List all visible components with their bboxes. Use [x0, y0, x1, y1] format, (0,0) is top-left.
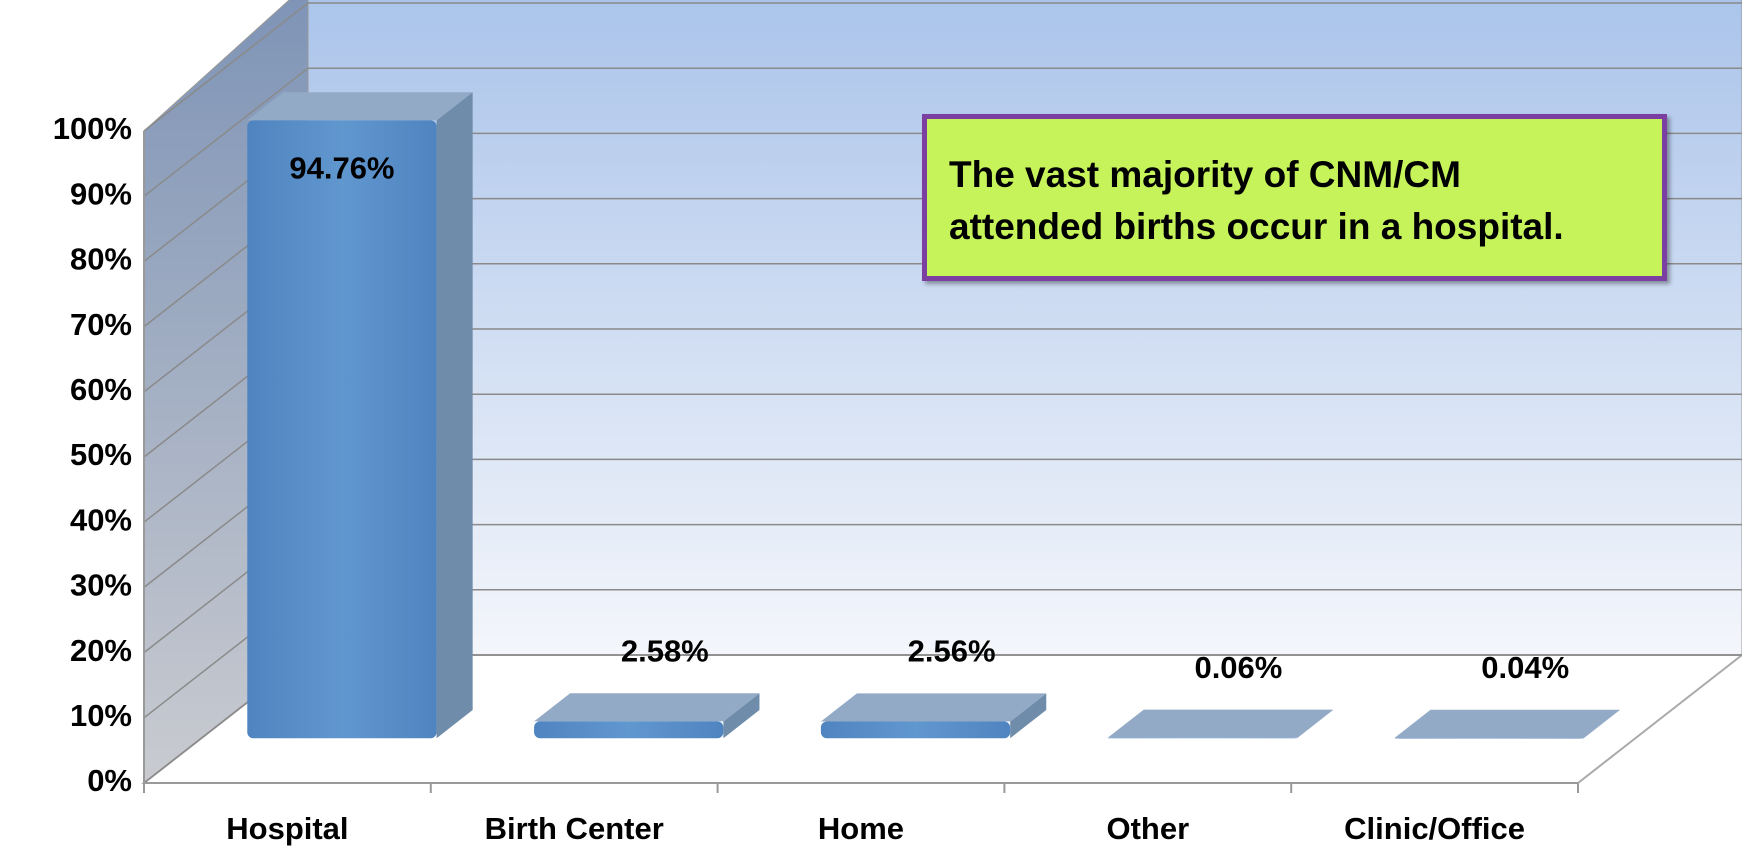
bar [534, 721, 724, 739]
back-wall [307, 0, 1742, 656]
value-label: 94.76% [289, 151, 394, 186]
bar-top [1107, 709, 1334, 738]
bar-top [534, 693, 760, 722]
bar [247, 120, 437, 739]
y-tick-label: 80% [70, 242, 132, 277]
bar-top [247, 92, 473, 121]
annotation: The vast majority of CNM/CM attended bir… [949, 154, 1564, 247]
y-tick-label: 10% [70, 698, 132, 733]
value-label: 2.58% [621, 633, 709, 668]
y-tick-label: 40% [70, 502, 132, 537]
y-tick-label: 90% [70, 176, 132, 211]
y-tick-label: 60% [70, 372, 132, 407]
bar-side [1296, 709, 1334, 739]
bar [1394, 737, 1584, 739]
bar [820, 721, 1011, 739]
x-tick-label: Clinic/Office [1344, 811, 1525, 846]
value-label: 2.56% [908, 634, 996, 669]
value-label: 0.06% [1194, 650, 1282, 685]
x-tick-label: Hospital [226, 811, 348, 846]
bar-side [1010, 693, 1047, 739]
bar [1107, 737, 1297, 739]
annotation-box: The vast majority of CNM/CM attended bir… [922, 114, 1667, 281]
bar-top [820, 693, 1047, 722]
y-tick-label: 50% [70, 437, 132, 472]
y-tick-label: 70% [70, 307, 132, 342]
bar-top [1394, 709, 1620, 738]
bar-side [436, 92, 473, 739]
bar-side [1583, 709, 1620, 739]
grid-line [143, 67, 1742, 197]
grid-line [143, 2, 1742, 132]
x-tick-label: Home [818, 811, 904, 846]
y-tick-label: 30% [70, 568, 132, 603]
y-tick-label: 100% [53, 111, 132, 146]
bar-side [723, 693, 760, 739]
x-tick-label: Birth Center [485, 811, 664, 846]
y-tick-label: 20% [70, 633, 132, 668]
y-tick-label: 0% [87, 763, 132, 798]
x-tick-label: Other [1106, 811, 1189, 846]
value-label: 0.04% [1481, 650, 1569, 685]
